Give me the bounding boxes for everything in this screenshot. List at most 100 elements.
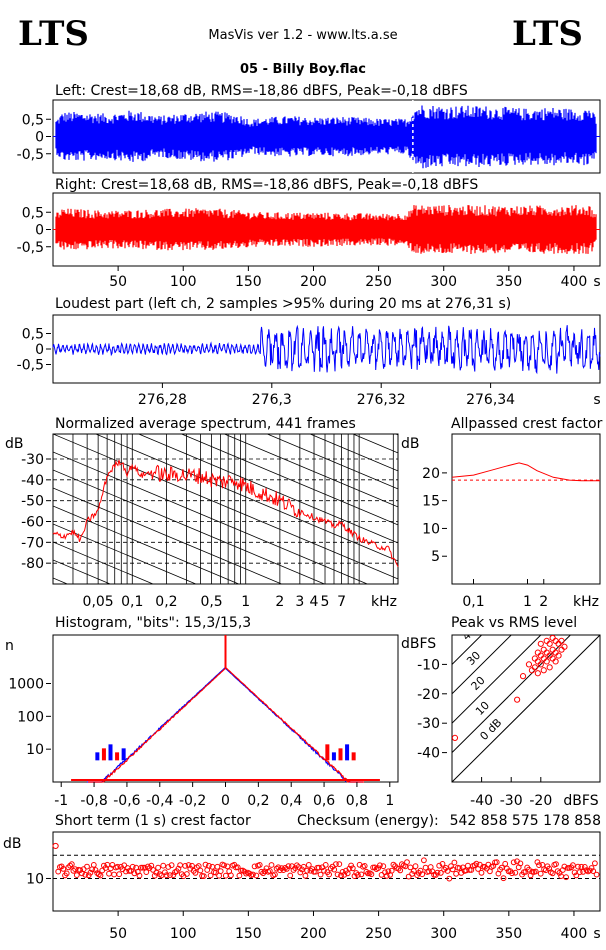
short-term-point — [162, 869, 168, 876]
short-term-point — [189, 862, 195, 869]
spectrum-diagonal — [53, 469, 326, 584]
short-term-point — [167, 872, 173, 878]
short-term-point — [590, 868, 597, 874]
short-term-point — [561, 863, 568, 870]
short-term-xtick-label: 50 — [109, 926, 127, 942]
short-term-point — [517, 860, 524, 867]
short-term-point — [300, 863, 307, 870]
histogram-tail-bar — [95, 752, 100, 761]
right-waveform-xtick-label: 250 — [365, 274, 392, 290]
spectrum-diagonal — [53, 559, 112, 584]
histogram-xtick-label: 0 — [221, 793, 230, 809]
short-term-point — [260, 870, 267, 877]
crest-factor-ytick-label: 10 — [422, 521, 440, 537]
short-term-point — [429, 868, 436, 875]
histogram-tail-bar — [345, 744, 350, 761]
short-term-point — [275, 864, 282, 871]
short-term-point — [236, 872, 243, 879]
crest-factor-xtick-label: 2 — [539, 594, 548, 610]
short-term-point — [136, 872, 143, 879]
peak-rms-point — [534, 670, 541, 677]
histogram-ylabel: n — [5, 638, 14, 654]
peak-rms-diagonal — [452, 635, 483, 666]
short-term-point — [63, 870, 70, 877]
crest-factor-curve — [451, 462, 600, 482]
short-term-point — [410, 868, 417, 874]
short-term-point — [439, 861, 446, 867]
short-term-point — [576, 869, 583, 876]
file-name: 05 - Billy Boy.flac — [240, 62, 366, 77]
short-term-point — [559, 867, 566, 873]
short-term-point — [537, 870, 544, 877]
peak-rms-ytick-label: -20 — [417, 687, 440, 703]
short-term-xtick-label: 150 — [235, 926, 262, 942]
short-term-point — [363, 868, 370, 875]
short-term-point — [246, 870, 253, 877]
short-term-point — [321, 867, 327, 874]
peak-rms-point — [452, 734, 459, 741]
short-term-xtick-label: 400 — [561, 926, 588, 942]
peak-rms-diagonal — [452, 635, 572, 754]
peak-rms-point — [549, 655, 556, 662]
short-term-point — [509, 870, 515, 877]
short-term-point — [194, 864, 200, 871]
short-term-point — [256, 862, 263, 868]
short-term-point — [444, 868, 451, 874]
spectrum-ytick-label: -40 — [21, 473, 44, 489]
peak-rms-title: Peak vs RMS level — [451, 615, 577, 631]
short-term-point — [131, 870, 138, 877]
spectrum-xtick-label: 2 — [275, 594, 284, 610]
short-term-point — [251, 863, 258, 870]
spectrum-ytick-label: -70 — [21, 535, 44, 551]
short-term-point — [451, 859, 458, 866]
short-term-xtick-label: 300 — [430, 926, 457, 942]
histogram-xtick-label: -0,4 — [146, 793, 173, 809]
short-term-point — [456, 865, 463, 871]
spectrum-diagonal — [53, 451, 369, 584]
short-term-point — [532, 868, 539, 875]
crest-factor-ytick-label: 20 — [422, 466, 440, 482]
spectrum-diagonal — [266, 434, 398, 490]
short-term-point — [302, 872, 309, 879]
short-term-point — [346, 865, 353, 872]
spectrum-ylabel: dB — [5, 436, 24, 452]
histogram-xtick-label: -0,8 — [80, 793, 107, 809]
short-term-xtick-label: 100 — [170, 926, 197, 942]
histogram-title: Histogram, "bits": 15,3/15,3 — [55, 615, 251, 631]
short-term-point — [355, 872, 361, 878]
short-term-point — [380, 863, 387, 870]
short-term-point — [421, 857, 427, 864]
short-term-point — [272, 871, 278, 878]
spectrum-diagonal — [94, 434, 398, 562]
short-term-point — [377, 862, 383, 869]
peak-rms-point — [528, 667, 536, 674]
short-term-point — [197, 867, 204, 874]
short-term-point — [216, 872, 223, 879]
short-term-point — [52, 842, 59, 850]
peak-rms-diagonal-label: 0 dB — [477, 716, 504, 743]
short-term-point — [570, 862, 576, 869]
peak-rms-xtick-label: -30 — [500, 793, 523, 809]
short-term-point — [87, 869, 94, 876]
loudest-part-ytick-label: 0 — [35, 342, 44, 358]
short-term-point — [593, 871, 600, 878]
logo-right: LTS — [512, 14, 583, 54]
short-term-point — [65, 864, 72, 871]
short-term-point — [510, 859, 517, 866]
short-term-point — [563, 874, 569, 881]
spectrum-ytick-label: -50 — [21, 494, 44, 510]
short-term-point — [297, 869, 304, 876]
short-term-point — [368, 871, 375, 878]
app-title: MasVis ver 1.2 - www.lts.a.se — [208, 28, 397, 43]
spectrum-diagonal — [137, 434, 398, 544]
short-term-ytick-label: 10 — [26, 871, 44, 887]
crest-factor-ytick-label: 5 — [431, 549, 440, 565]
spectrum-title: Normalized average spectrum, 441 frames — [55, 416, 356, 432]
peak-rms-diagonal-label: 40 — [460, 624, 479, 643]
short-term-point — [502, 860, 509, 867]
short-term-point — [361, 863, 368, 869]
short-term-point — [214, 863, 221, 870]
short-term-point — [221, 862, 228, 869]
